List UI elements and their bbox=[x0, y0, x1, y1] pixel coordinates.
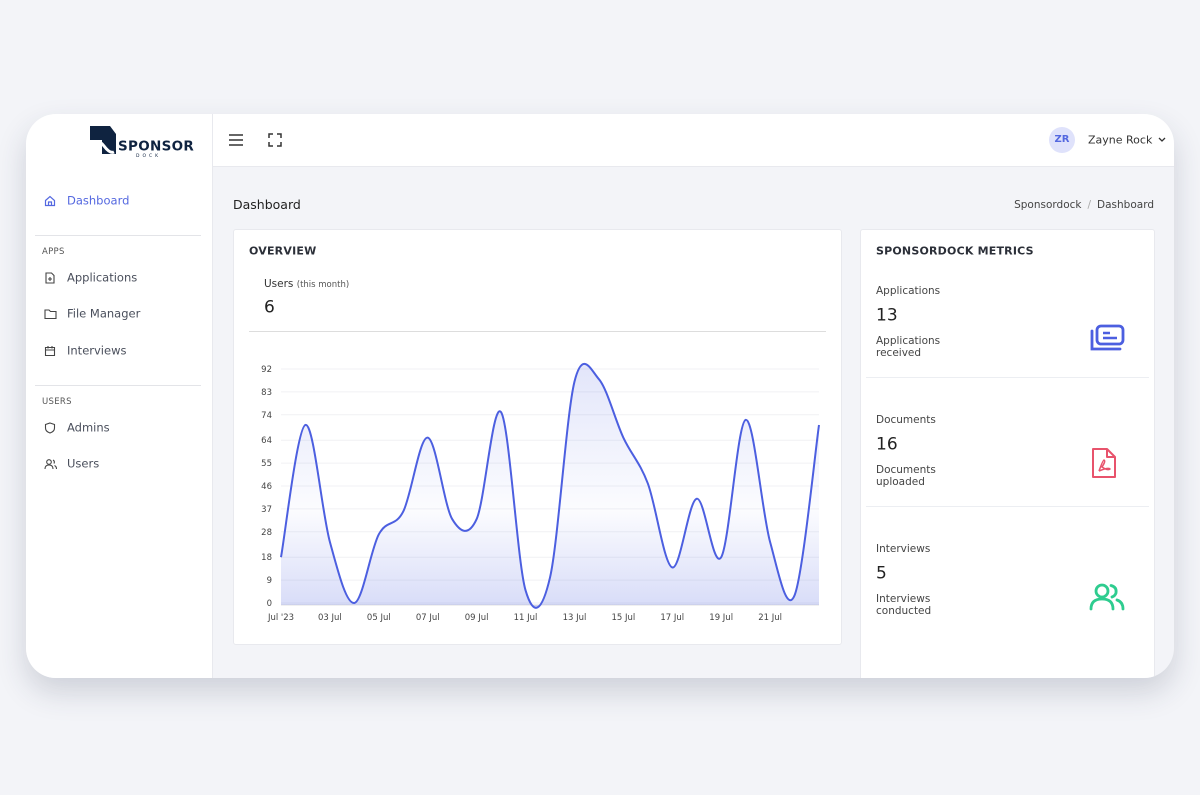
y-tick-label: 46 bbox=[261, 482, 272, 492]
documents-icon bbox=[1092, 448, 1116, 478]
stat-label-text: Users bbox=[264, 277, 294, 290]
x-tick-label: 11 Jul bbox=[514, 613, 538, 623]
x-tick-label: 13 Jul bbox=[563, 613, 587, 623]
page-title: Dashboard bbox=[233, 196, 301, 212]
menu-button[interactable] bbox=[228, 133, 244, 147]
avatar-initials: ZR bbox=[1054, 134, 1070, 145]
stat-label: Users (this month) bbox=[264, 279, 349, 290]
y-tick-label: 28 bbox=[261, 528, 272, 538]
breadcrumb-item[interactable]: Sponsordock bbox=[1014, 198, 1082, 211]
nav-item[interactable]: File Manager bbox=[67, 306, 141, 321]
overview-card: OVERVIEW Users (this month) 6 0 9 18 28 37 46… bbox=[233, 229, 842, 645]
y-tick-label: 18 bbox=[261, 553, 272, 563]
breadcrumb-item: Dashboard bbox=[1097, 198, 1154, 211]
x-tick-label: 17 Jul bbox=[660, 613, 684, 623]
logo-sub: DOCK bbox=[136, 153, 162, 159]
y-tick-label: 92 bbox=[261, 365, 272, 375]
stat-value: 6 bbox=[264, 297, 275, 318]
x-tick-label: Jul '23 bbox=[267, 613, 294, 623]
metric-caption: Documents uploaded bbox=[876, 464, 936, 488]
section-title: USERS bbox=[42, 396, 72, 407]
line bbox=[280, 362, 820, 609]
divider bbox=[35, 385, 201, 386]
y-tick-label: 64 bbox=[261, 436, 272, 446]
logo-mark bbox=[90, 126, 116, 154]
x-tick-label: 09 Jul bbox=[465, 613, 489, 623]
y-tick-label: 74 bbox=[261, 411, 272, 421]
y-tick-label: 37 bbox=[261, 505, 272, 515]
divider bbox=[866, 506, 1149, 507]
y-tick-label: 9 bbox=[267, 576, 272, 586]
x-tick-label: 07 Jul bbox=[416, 613, 440, 623]
card-title: SPONSORDOCK METRICS bbox=[876, 244, 1034, 258]
nav-icon bbox=[44, 459, 57, 470]
nav-icon bbox=[44, 422, 56, 434]
metric-label: Applications bbox=[876, 284, 941, 297]
applications-icon bbox=[1090, 324, 1125, 351]
nav-item[interactable]: Users bbox=[67, 456, 100, 471]
chart: 0 9 18 28 37 46 55 64 74 83 92 Jul '23 03 Jul 05 Jul 0… bbox=[261, 362, 820, 623]
x-tick-label: 15 Jul bbox=[611, 613, 635, 623]
metric-value: 5 bbox=[876, 563, 887, 584]
x-tick-label: 19 Jul bbox=[709, 613, 733, 623]
app-window: SPONSOR DOCK Dashboard APPS Applications… bbox=[26, 114, 1174, 678]
section-title: APPS bbox=[42, 246, 65, 257]
nav-item[interactable]: Applications bbox=[67, 270, 138, 285]
nav-icon bbox=[44, 309, 57, 320]
metric-label: Documents bbox=[876, 413, 936, 426]
metric-caption: Interviews conducted bbox=[876, 593, 932, 617]
nav-item[interactable]: Admins bbox=[67, 420, 110, 435]
nav-item[interactable]: Interviews bbox=[67, 343, 127, 358]
metric-value: 16 bbox=[876, 434, 898, 455]
dropdown-caret bbox=[1158, 137, 1166, 142]
divider bbox=[35, 235, 201, 236]
avatar[interactable] bbox=[1049, 127, 1075, 153]
nav-icon bbox=[44, 346, 56, 357]
breadcrumb: Sponsordock / Dashboard bbox=[1014, 198, 1154, 211]
sidebar: SPONSOR DOCK Dashboard APPS Applications… bbox=[26, 114, 213, 678]
interviews-icon bbox=[1089, 583, 1125, 611]
y-tick-label: 0 bbox=[267, 599, 272, 609]
logo-word: SPONSOR bbox=[118, 138, 195, 155]
nav-icon bbox=[44, 195, 56, 207]
user-name[interactable]: Zayne Rock bbox=[1088, 133, 1153, 147]
metric-value: 13 bbox=[876, 305, 898, 326]
divider bbox=[249, 331, 826, 332]
y-tick-label: 83 bbox=[261, 388, 272, 398]
fullscreen-button[interactable] bbox=[268, 133, 282, 147]
nav-item[interactable]: Dashboard bbox=[67, 193, 130, 208]
x-tick-label: 05 Jul bbox=[367, 613, 391, 623]
nav-icon bbox=[45, 272, 55, 284]
metric-label: Interviews bbox=[876, 542, 931, 555]
x-tick-label: 21 Jul bbox=[758, 613, 782, 623]
y-tick-label: 55 bbox=[261, 459, 272, 469]
stat-note: (this month) bbox=[296, 279, 350, 290]
topbar: ZR Zayne Rock bbox=[213, 114, 1174, 167]
card-title: OVERVIEW bbox=[249, 244, 317, 258]
area bbox=[281, 363, 819, 608]
metrics-card: SPONSORDOCK METRICS Applications 13 Appl… bbox=[860, 229, 1155, 678]
divider bbox=[866, 377, 1149, 378]
x-tick-label: 03 Jul bbox=[318, 613, 342, 623]
metric-caption: Applications received bbox=[876, 335, 941, 359]
